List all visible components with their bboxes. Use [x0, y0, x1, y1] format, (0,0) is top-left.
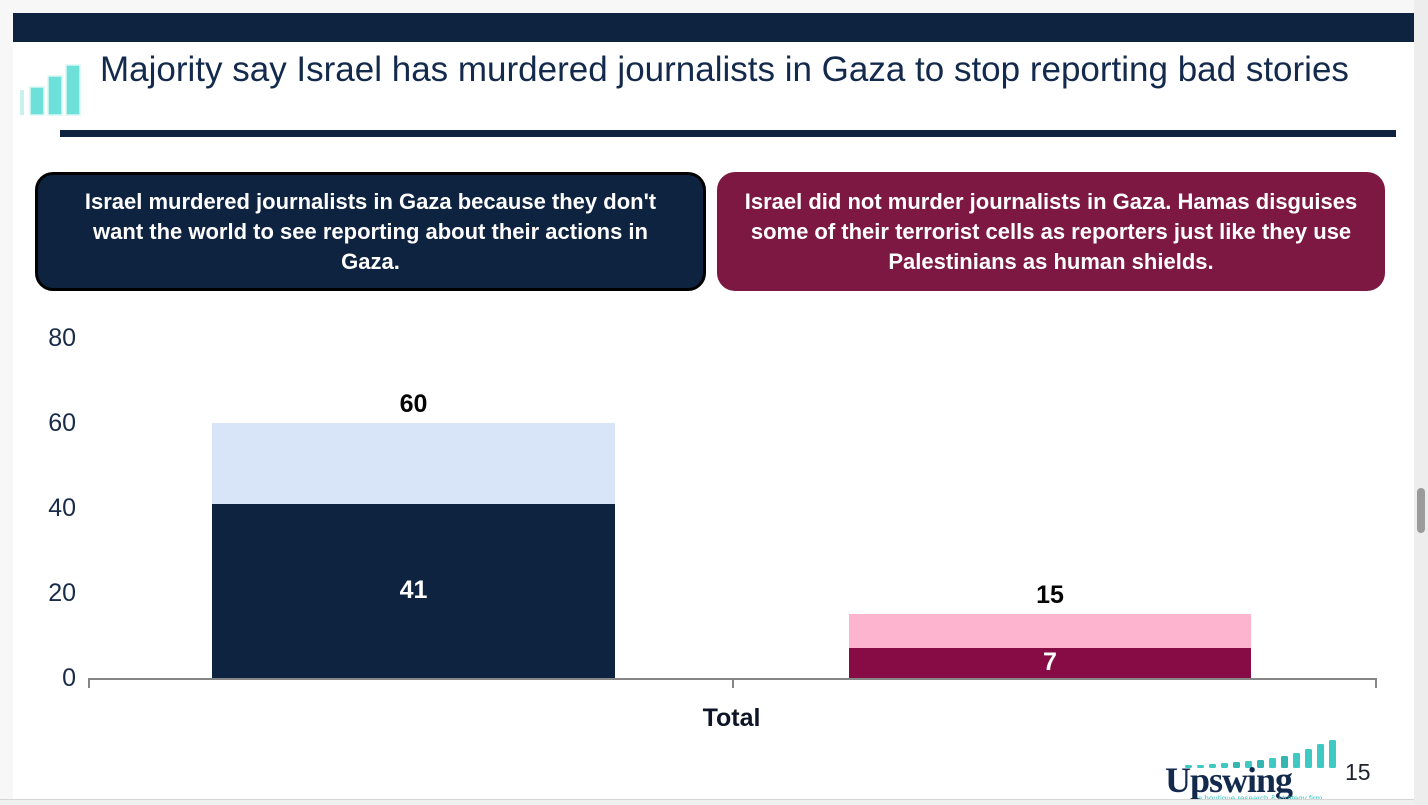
bar-total-value-label: 15 — [1036, 581, 1064, 610]
x-axis-tick — [88, 678, 90, 688]
y-axis-tick-label: 60 — [48, 409, 76, 437]
slide-top-accent-bar — [13, 13, 1414, 42]
upswing-logo-bars — [1185, 740, 1336, 768]
bar-segment-total-israel-murdered-journalists-statement — [212, 423, 615, 504]
scrollbar-thumb[interactable] — [1417, 488, 1425, 533]
upswing-tagline: a boutique research & strategy firm — [1198, 794, 1323, 803]
bar-strong-value-label: 7 — [1043, 648, 1057, 677]
y-axis-tick-label: 20 — [48, 579, 76, 607]
y-axis-tick-label: 80 — [48, 324, 76, 352]
bar-chart-icon — [20, 64, 81, 116]
x-axis-tick — [731, 678, 734, 688]
upswing-logo: Upswing a boutique research & strategy f… — [1165, 740, 1336, 803]
bar-total-value-label: 60 — [399, 390, 428, 418]
callout-right-text: Israel did not murder journalists in Gaz… — [744, 188, 1358, 274]
y-axis-tick-label: 0 — [62, 664, 76, 692]
bar-segment-total-israel-did-not-murder-statement — [849, 614, 1251, 649]
x-axis-tick — [1375, 678, 1377, 688]
callout-statement-right: Israel did not murder journalists in Gaz… — [717, 172, 1385, 291]
callout-left-text: Israel murdered journalists in Gaza beca… — [84, 188, 657, 274]
slide-title: Majority say Israel has murdered journal… — [100, 50, 1349, 89]
x-axis-category-label: Total — [702, 704, 761, 732]
y-axis-tick-label: 40 — [48, 494, 76, 522]
bar-strong-value-label: 41 — [399, 575, 428, 604]
page-number: 15 — [1345, 759, 1371, 785]
app-bottom-edge — [0, 799, 1414, 805]
slide-canvas: Majority say Israel has murdered journal… — [13, 13, 1414, 803]
title-underline — [60, 130, 1396, 137]
bar-segment-strong-israel-did-not-murder-statement — [849, 648, 1251, 678]
upswing-wordmark: Upswing — [1165, 760, 1293, 800]
stacked-bar-chart: 0 20 40 60 80 60 41 15 7 Total — [13, 318, 1414, 758]
scrollbar-track[interactable] — [1414, 0, 1428, 805]
bar-segment-strong-israel-murdered-journalists-statement — [212, 503, 615, 678]
callout-statement-left: Israel murdered journalists in Gaza beca… — [35, 172, 706, 291]
